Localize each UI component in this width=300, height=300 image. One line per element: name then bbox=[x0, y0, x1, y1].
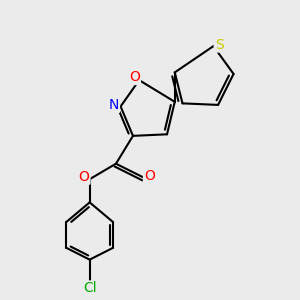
Text: N: N bbox=[109, 98, 119, 112]
Text: O: O bbox=[144, 169, 155, 183]
Text: S: S bbox=[214, 38, 224, 52]
Text: O: O bbox=[129, 70, 140, 84]
Text: Cl: Cl bbox=[83, 281, 97, 296]
Text: O: O bbox=[79, 170, 89, 184]
